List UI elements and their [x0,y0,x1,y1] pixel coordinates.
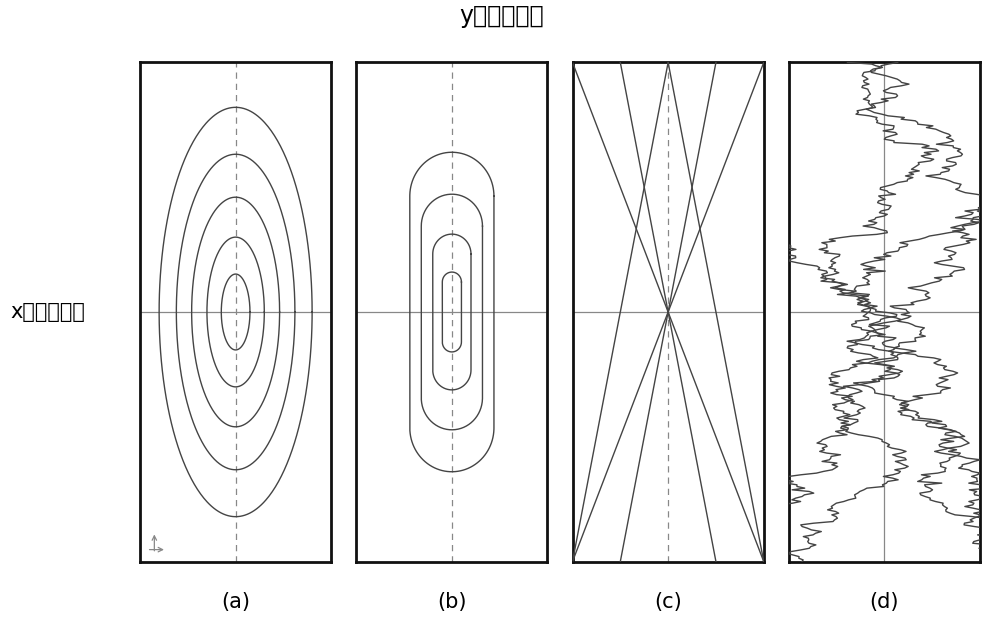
Text: y方向中心线: y方向中心线 [460,4,544,27]
Text: (b): (b) [437,592,467,612]
Text: (c): (c) [654,592,682,612]
Text: x方向中心线: x方向中心线 [10,302,85,322]
Text: (a): (a) [221,592,250,612]
Text: (d): (d) [870,592,899,612]
